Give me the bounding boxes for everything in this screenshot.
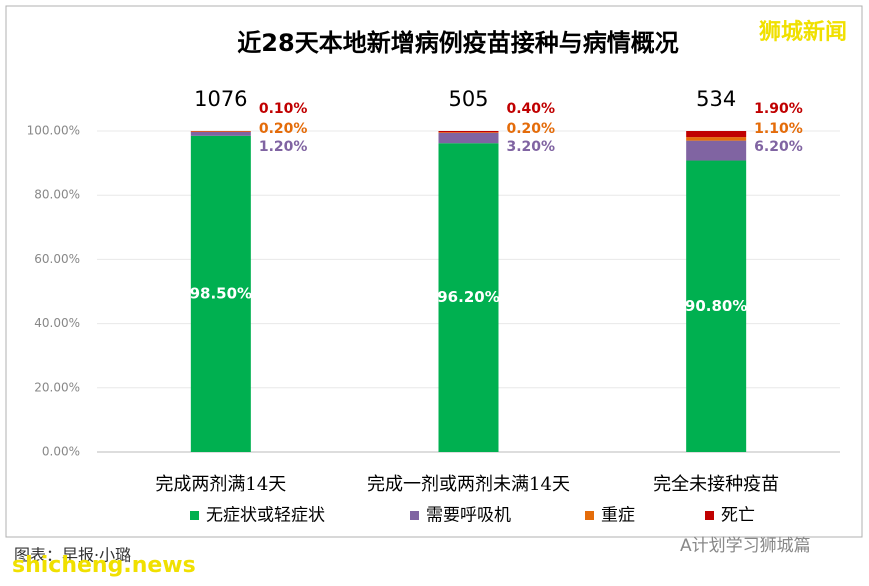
bar-segment xyxy=(191,131,251,132)
bar-segment xyxy=(191,132,251,136)
x-tick-label: 完全未接种疫苗 xyxy=(653,474,779,495)
total-label: 1076 xyxy=(194,87,247,111)
value-label: 90.80% xyxy=(685,297,747,315)
chart-title: 近28天本地新增病例疫苗接种与病情概况 xyxy=(237,29,678,57)
y-tick-label: 80.00% xyxy=(34,188,80,202)
total-label: 534 xyxy=(696,87,736,111)
value-label: 0.20% xyxy=(259,121,308,137)
legend-swatch xyxy=(585,511,594,520)
x-tick-label: 完成两剂满14天 xyxy=(155,474,286,495)
y-tick-label: 40.00% xyxy=(34,316,80,330)
bar-segment xyxy=(686,131,746,137)
value-label: 0.40% xyxy=(507,101,556,117)
legend-label: 需要呼吸机 xyxy=(426,506,511,526)
value-label: 96.20% xyxy=(437,288,499,306)
y-tick-label: 0.00% xyxy=(42,445,80,459)
watermark: shicheng.news xyxy=(12,553,196,578)
value-label: 1.20% xyxy=(259,139,308,155)
watermark: 狮城新闻 xyxy=(759,19,847,45)
legend-swatch xyxy=(410,511,419,520)
value-label: 1.90% xyxy=(754,101,803,117)
value-label: 3.20% xyxy=(507,139,556,155)
value-label: 6.20% xyxy=(754,139,803,155)
legend-swatch xyxy=(705,511,714,520)
value-label: 0.20% xyxy=(507,121,556,137)
bar-segment xyxy=(439,132,499,133)
total-label: 505 xyxy=(448,87,488,111)
value-label: 98.50% xyxy=(190,284,252,302)
y-tick-label: 60.00% xyxy=(34,252,80,266)
bar-segment xyxy=(686,137,746,141)
bar-segment xyxy=(686,141,746,161)
legend-label: 无症状或轻症状 xyxy=(206,506,325,526)
bar-segment xyxy=(439,131,499,132)
y-tick-label: 100.00% xyxy=(27,124,80,138)
legend-swatch xyxy=(190,511,199,520)
legend-label: 死亡 xyxy=(721,506,755,526)
bar-segment xyxy=(439,133,499,143)
value-label: 1.10% xyxy=(754,121,803,137)
x-tick-label: 完成一剂或两剂未满14天 xyxy=(367,474,570,495)
watermark: A计划学习狮城篇 xyxy=(680,536,811,556)
y-tick-label: 20.00% xyxy=(34,380,80,394)
value-label: 0.10% xyxy=(259,101,308,117)
legend-label: 重症 xyxy=(601,506,635,526)
